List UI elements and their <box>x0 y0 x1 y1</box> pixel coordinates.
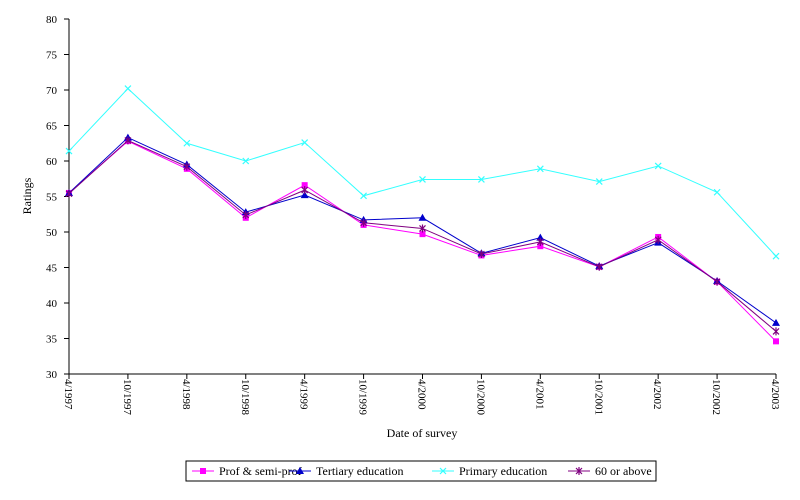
x-tick-label: 4/1999 <box>298 379 310 410</box>
y-tick-label: 40 <box>46 298 58 310</box>
data-point <box>419 224 426 233</box>
y-tick-label: 75 <box>46 50 58 62</box>
x-tick-label: 10/1999 <box>357 379 369 416</box>
series-3 <box>65 136 780 336</box>
x-tick-label: 10/2002 <box>710 379 722 415</box>
data-point <box>772 327 780 336</box>
data-point <box>183 162 191 171</box>
data-point <box>418 213 427 221</box>
data-point <box>537 243 544 250</box>
data-point <box>301 139 309 146</box>
data-point <box>300 191 309 199</box>
x-tick-label: 10/2000 <box>474 379 486 416</box>
x-tick-label: 4/2002 <box>651 379 663 410</box>
legend-marker <box>575 467 583 475</box>
y-tick-label: 80 <box>46 14 58 26</box>
series-0 <box>66 138 779 345</box>
legend-marker <box>439 467 447 475</box>
x-tick-label: 4/1998 <box>180 379 192 410</box>
legend-marker <box>200 468 206 474</box>
data-point <box>65 189 73 198</box>
y-tick-label: 50 <box>46 227 58 239</box>
x-tick-label: 4/2000 <box>416 379 428 410</box>
data-point <box>773 338 779 345</box>
legend-label: 60 or above <box>595 464 652 478</box>
legend-label: Primary education <box>459 464 547 478</box>
data-point <box>772 318 780 326</box>
series-2 <box>65 85 780 260</box>
legend: Prof & semi-prof Tertiary education Primar… <box>185 460 657 482</box>
y-tick-label: 65 <box>46 121 58 133</box>
x-tick-label: 4/2003 <box>769 379 781 410</box>
x-tick-label: 4/2001 <box>533 379 545 410</box>
x-axis-ticks: 4/1997 10/1997 4/1998 10/1998 4/1999 10/1999 4… <box>62 374 781 416</box>
data-point <box>360 218 368 227</box>
data-point <box>301 186 309 195</box>
data-point <box>301 182 308 189</box>
data-point <box>124 85 132 93</box>
legend-marker <box>296 467 304 474</box>
data-point <box>242 210 250 219</box>
data-point <box>419 231 426 238</box>
data-point <box>419 176 426 183</box>
axes <box>68 19 776 375</box>
y-tick-label: 35 <box>46 334 58 346</box>
legend-label: Tertiary education <box>316 464 403 478</box>
series-group <box>65 85 780 345</box>
x-tick-label: 10/2001 <box>592 379 604 415</box>
data-point <box>654 235 662 244</box>
data-point <box>772 252 780 260</box>
data-point <box>65 147 73 155</box>
data-point <box>477 250 485 259</box>
data-point <box>713 188 721 196</box>
data-point <box>477 176 485 183</box>
y-axis-title: Ratings <box>20 177 34 214</box>
data-point <box>360 192 368 200</box>
y-tick-label: 60 <box>46 156 58 168</box>
data-point <box>242 157 250 165</box>
y-tick-label: 45 <box>46 263 58 275</box>
data-point <box>536 165 544 173</box>
x-tick-label: 10/1997 <box>121 379 133 416</box>
y-tick-label: 70 <box>46 85 58 97</box>
legend-box <box>185 460 657 482</box>
data-point <box>595 178 603 186</box>
data-point <box>536 237 544 246</box>
y-tick-label: 55 <box>46 192 58 204</box>
data-point <box>536 233 545 241</box>
x-tick-label: 4/1997 <box>62 379 74 410</box>
legend-label: Prof & semi-prof <box>219 464 302 478</box>
data-point <box>595 262 603 271</box>
x-tick-label: 10/1998 <box>239 379 251 416</box>
data-point <box>713 277 721 286</box>
y-tick-label: 30 <box>46 369 58 381</box>
y-axis-ticks: 30 35 40 45 50 55 60 65 70 75 80 <box>46 14 69 381</box>
data-point <box>654 162 662 170</box>
x-axis-title: Date of survey <box>387 426 458 440</box>
data-point <box>124 136 132 145</box>
data-point <box>183 139 191 147</box>
